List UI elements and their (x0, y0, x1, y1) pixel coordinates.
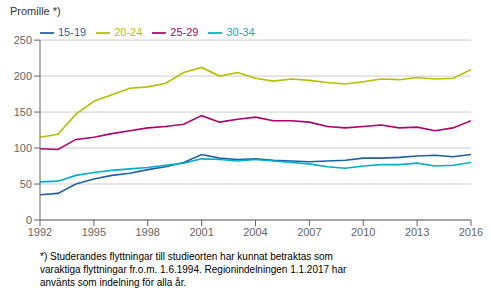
svg-text:1992: 1992 (28, 226, 52, 238)
svg-text:2001: 2001 (189, 226, 213, 238)
svg-text:2016: 2016 (459, 226, 483, 238)
svg-text:50: 50 (20, 178, 32, 190)
svg-text:2004: 2004 (243, 226, 267, 238)
html-text:15-19: 15-19 (58, 26, 87, 38)
svg-text:1998: 1998 (136, 226, 160, 238)
svg-text:150: 150 (14, 106, 32, 118)
svg-text:0: 0 (26, 214, 32, 226)
html-text:20-24: 20-24 (114, 26, 143, 38)
svg-text:2013: 2013 (405, 226, 429, 238)
svg-text:100: 100 (14, 142, 32, 154)
svg-text:2010: 2010 (351, 226, 375, 238)
html-text:varaktiga flyttningar fr.o.m.: varaktiga flyttningar fr.o.m. 1.6.1994. … (40, 264, 347, 275)
svg-text:1995: 1995 (82, 226, 106, 238)
html-text:Promille *): Promille *) (10, 5, 61, 17)
html-text:25-29: 25-29 (170, 26, 199, 38)
html-text:använts som indelning för alla: använts som indelning för alla år. (40, 277, 187, 288)
svg-text:2007: 2007 (297, 226, 321, 238)
html-text:*) Studerandes flyttningar til: *) Studerandes flyttningar till studieor… (40, 251, 333, 262)
html-text:30-34: 30-34 (226, 26, 255, 38)
svg-text:250: 250 (14, 34, 32, 46)
svg-text:200: 200 (14, 70, 32, 82)
